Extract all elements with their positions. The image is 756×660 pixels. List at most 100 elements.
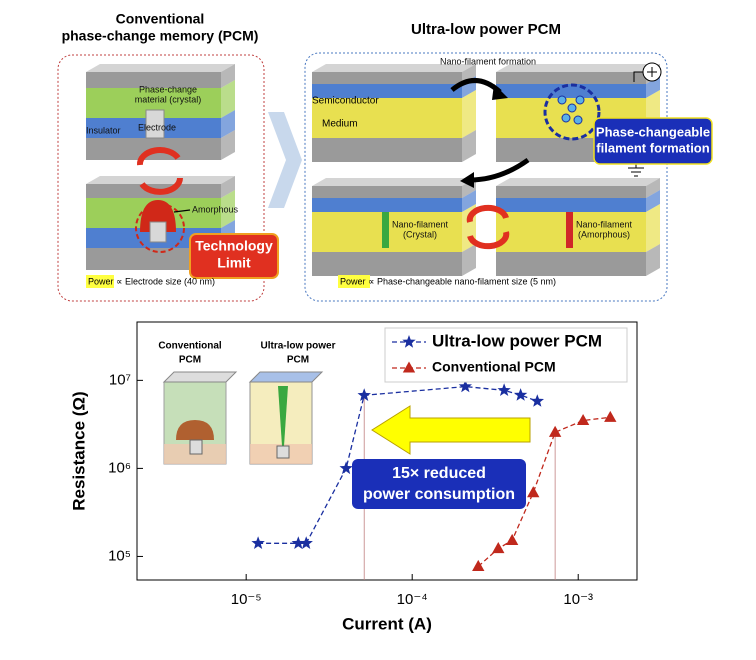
block-side	[221, 130, 235, 160]
limit-box	[189, 233, 279, 279]
x-tick-label: 10⁻⁵	[231, 591, 262, 608]
inset-label: PCM	[179, 355, 201, 366]
block-layer	[312, 84, 462, 98]
ion	[573, 115, 583, 125]
label: Semiconductor	[312, 96, 379, 107]
label: material (crystal)	[135, 94, 202, 104]
arrow	[173, 209, 191, 213]
plot-frame	[136, 321, 638, 581]
cycle-arrow	[467, 231, 510, 250]
block-side	[221, 190, 235, 228]
marker	[291, 536, 305, 549]
inset-top	[162, 371, 238, 383]
label: Phase-change	[139, 84, 197, 94]
marker	[505, 533, 519, 545]
filament-amorphous	[566, 212, 573, 248]
block-layer	[86, 72, 221, 88]
marker	[576, 413, 590, 426]
legend-marker	[402, 335, 416, 348]
legend-label: Ultra-low power PCM	[432, 331, 602, 350]
limit-label: Technology	[195, 238, 273, 254]
chart: Conventional PCM Ultra-low power PCM 10⁻⁵ 10⁻…	[69, 321, 638, 633]
left-panel	[57, 54, 265, 302]
marker	[548, 425, 562, 437]
block-side	[646, 244, 660, 276]
block-side	[646, 190, 660, 212]
label: Electrode	[138, 122, 176, 132]
block-top	[86, 64, 235, 72]
caption: Power ∝ Electrode size (40 nm)	[88, 276, 215, 286]
label: Amorphous	[192, 204, 239, 214]
electrode	[145, 109, 165, 139]
block-top	[312, 178, 476, 186]
left-title: phase-change memory (PCM)	[62, 28, 259, 44]
block-side	[221, 80, 235, 118]
ion	[557, 95, 567, 105]
filament-box	[593, 117, 713, 165]
block-layer	[86, 248, 221, 270]
left-title: Conventional	[116, 11, 205, 27]
x-axis-label: Current (A)	[342, 614, 432, 633]
block-side	[221, 110, 235, 138]
label: Nano-filament	[392, 219, 449, 229]
caption: Power ∝ Phase-changeable nano-filament s…	[340, 276, 556, 286]
block-layer	[496, 72, 646, 84]
arrow-head	[492, 84, 508, 100]
block-top	[312, 64, 476, 72]
y-tick-label: 10⁵	[108, 547, 131, 564]
block-layer	[312, 252, 462, 276]
block-side	[221, 176, 235, 198]
inset-filament	[278, 386, 288, 446]
marker	[492, 542, 505, 554]
block-layer	[312, 72, 462, 84]
block-layer	[312, 98, 462, 138]
marker	[527, 486, 540, 498]
y-tick-label: 10⁷	[109, 371, 131, 388]
block-layer	[496, 252, 646, 276]
electrode	[149, 221, 167, 243]
annotation-text: power consumption	[363, 486, 515, 503]
y-tick-label: 10⁶	[108, 459, 131, 476]
marker	[251, 536, 265, 549]
inset-label: PCM	[287, 355, 309, 366]
label: (Crystal)	[403, 229, 437, 239]
limit-label: Limit	[217, 255, 251, 271]
block-side	[646, 204, 660, 252]
amorphous-region	[140, 200, 176, 232]
block-side	[462, 190, 476, 212]
block-top	[86, 176, 235, 184]
legend-marker	[402, 361, 416, 373]
label: Nano-filament	[576, 219, 633, 229]
legend-box	[384, 327, 628, 383]
limit-circle	[135, 203, 185, 253]
ion	[575, 95, 585, 105]
annotation-text: 15× reduced	[392, 465, 486, 482]
filament-circle	[543, 83, 601, 141]
right-panel	[304, 52, 668, 302]
inset-label: Ultra-low power	[260, 341, 335, 352]
highlight	[86, 275, 114, 288]
marker	[472, 559, 485, 571]
right-title: Ultra-low power PCM	[411, 21, 561, 38]
block-layer	[312, 198, 462, 212]
annotation-box	[352, 459, 526, 509]
marker	[514, 388, 528, 401]
inset-label: Conventional	[158, 341, 222, 352]
marker	[497, 383, 511, 396]
yellow-arrow	[371, 405, 531, 455]
block-layer	[312, 138, 462, 162]
block-side	[646, 76, 660, 98]
cycle-arrow	[466, 204, 509, 223]
marker	[357, 388, 371, 401]
label: Nano-filament formation	[440, 56, 536, 66]
filament-crystal	[382, 212, 389, 248]
label: Medium	[322, 119, 358, 130]
block-layer	[496, 198, 646, 212]
filament-label: Phase-changeable	[596, 124, 710, 139]
block-side	[646, 178, 660, 198]
marker	[299, 536, 313, 549]
ion	[561, 113, 571, 123]
marker	[604, 410, 617, 422]
curved-arrow	[469, 157, 530, 183]
